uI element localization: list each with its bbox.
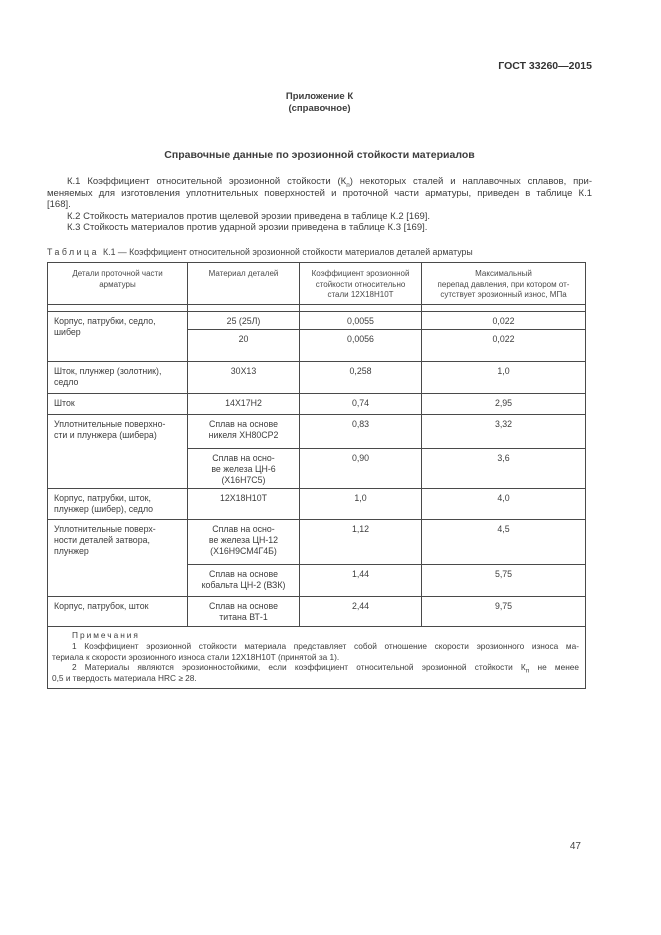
table-row: Сплав на осно- ве железа ЦН-6 (Х16Н7С5) … bbox=[48, 447, 586, 489]
appendix-heading: Приложение К (справочное) bbox=[47, 91, 592, 115]
cell-material: 20 bbox=[187, 328, 300, 362]
col-header-parts: Детали проточной части арматуры bbox=[47, 261, 188, 305]
notes-label: Примечания bbox=[72, 629, 140, 640]
intro-paragraphs: К.1 Коэффициент относительной эрозионной… bbox=[47, 176, 592, 234]
note-1-line2: териала к скорости эрозионного износа ст… bbox=[52, 651, 340, 662]
cell-part: Шток, плунжер (золотник), седло bbox=[47, 360, 188, 394]
cell-part: Корпус, патрубки, седло, шибер bbox=[47, 310, 188, 362]
cell-coefficient: 0,0056 bbox=[299, 328, 422, 362]
paragraph-k1-line3: [168]. bbox=[47, 199, 71, 211]
cell-material: Сплав на основе кобальта ЦН-2 (ВЗК) bbox=[187, 563, 300, 597]
table-notes: Примечания 1 Коэффициент эрозионной стой… bbox=[47, 625, 586, 689]
table-caption-text: К.1 — Коэффициент относительной эрозионн… bbox=[103, 246, 473, 257]
appendix-type: (справочное) bbox=[288, 103, 351, 114]
table-header-row: Детали проточной части арматуры Материал… bbox=[47, 261, 586, 305]
cell-pressure: 5,75 bbox=[421, 563, 586, 597]
note-2: 2 Материалы являются эрозионностойкими, … bbox=[52, 662, 579, 684]
cell-part: Корпус, патрубок, шток bbox=[47, 595, 188, 627]
paragraph-text: К.1 Коэффициент относительной эрозионной… bbox=[67, 176, 347, 187]
paragraph-text: ) некоторых сталей и наплавочных сплавов… bbox=[349, 176, 593, 187]
cell-material: 30Х13 bbox=[187, 360, 300, 394]
col-header-material: Материал деталей bbox=[187, 261, 300, 305]
col-header-pressure: Максимальный перепад давления, при котор… bbox=[421, 261, 586, 305]
cell-part: Шток bbox=[47, 392, 188, 415]
cell-pressure: 0,022 bbox=[421, 328, 586, 362]
cell-pressure: 2,95 bbox=[421, 392, 586, 415]
cell-part: Корпус, патрубки, шток, плунжер (шибер),… bbox=[47, 487, 188, 520]
cell-coefficient: 0,0055 bbox=[299, 310, 422, 330]
cell-pressure: 0,022 bbox=[421, 310, 586, 330]
cell-coefficient: 0,90 bbox=[299, 447, 422, 489]
cell-coefficient: 0,74 bbox=[299, 392, 422, 415]
col-header-coefficient: Коэффициент эрозионной стойкости относит… bbox=[299, 261, 422, 305]
cell-coefficient: 0,258 bbox=[299, 360, 422, 394]
doc-number: ГОСТ 33260—2015 bbox=[498, 60, 592, 72]
paragraph-k1-line2: меняемых для изготовления уплотнительных… bbox=[47, 187, 592, 199]
separator-cell bbox=[47, 303, 188, 312]
cell-pressure: 4,5 bbox=[421, 518, 586, 565]
table-row: Корпус, патрубки, седло, шибер 25 (25Л) … bbox=[47, 310, 586, 362]
cell-material: Сплав на осно- ве железа ЦН-6 (Х16Н7С5) bbox=[187, 447, 300, 489]
separator-cell bbox=[187, 303, 300, 312]
k-subscript: п bbox=[346, 181, 350, 189]
table-row: Шток 14Х17Н2 0,74 2,95 bbox=[47, 392, 586, 415]
table-k1: Детали проточной части арматуры Материал… bbox=[47, 261, 586, 689]
note-2-line1: 2 Материалы являются эрозионностойкими, … bbox=[52, 662, 580, 676]
table-caption: Таблица К.1 — Коэффициент относительной э… bbox=[47, 247, 592, 257]
cell-pressure: 3,32 bbox=[421, 413, 586, 449]
cell-coefficient: 0,83 bbox=[299, 413, 422, 449]
separator-cell bbox=[299, 303, 422, 312]
note-text: не менее bbox=[529, 662, 580, 673]
paragraph-k2: К.2 Стойкость материалов против щелевой … bbox=[67, 210, 431, 222]
note-1-line1: 1 Коэффициент эрозионной стойкости матер… bbox=[72, 640, 579, 651]
cell-coefficient: 1,0 bbox=[299, 487, 422, 520]
page-number: 47 bbox=[569, 841, 581, 852]
header-separator-row bbox=[47, 303, 586, 312]
paragraph-k3: К.3 Стойкость материалов против ударной … bbox=[67, 222, 428, 234]
cell-pressure: 9,75 bbox=[421, 595, 586, 627]
appendix-label: Приложение К bbox=[285, 91, 354, 102]
cell-material: Сплав на основе никеля ХН80СР2 bbox=[187, 413, 300, 449]
cell-material: Сплав на осно- ве железа ЦН-12 (Х16Н9СМ4… bbox=[187, 518, 300, 565]
table-row: Корпус, патрубки, шток, плунжер (шибер),… bbox=[47, 487, 586, 520]
cell-pressure: 4,0 bbox=[421, 487, 586, 520]
cell-pressure: 1,0 bbox=[421, 360, 586, 394]
table-row: Корпус, патрубок, шток Сплав на основе т… bbox=[47, 595, 586, 627]
note-1: 1 Коэффициент эрозионной стойкости матер… bbox=[52, 641, 579, 663]
table-row: 20 0,0056 0,022 bbox=[48, 328, 586, 362]
table-caption-word: Таблица bbox=[47, 246, 99, 257]
table-row: Уплотнительные поверх- ности деталей зат… bbox=[47, 518, 586, 597]
cell-coefficient: 1,12 bbox=[299, 518, 422, 565]
separator-cell bbox=[421, 303, 586, 312]
cell-material: 14Х17Н2 bbox=[187, 392, 300, 415]
cell-material: 25 (25Л) bbox=[187, 310, 300, 330]
note-2-line2: 0,5 и твердость материала HRC ≥ 28. bbox=[52, 673, 197, 684]
table-row: Сплав на основе кобальта ЦН-2 (ВЗК) 1,44… bbox=[48, 563, 586, 597]
table-row: Уплотнительные поверхно- сти и плунжера … bbox=[47, 413, 586, 489]
cell-pressure: 3,6 bbox=[421, 447, 586, 489]
cell-part: Уплотнительные поверх- ности деталей зат… bbox=[47, 518, 188, 597]
page-content: ГОСТ 33260—2015 Приложение К (справочное… bbox=[47, 0, 592, 689]
cell-material: Сплав на основе титана ВТ-1 bbox=[187, 595, 300, 627]
cell-coefficient: 2,44 bbox=[299, 595, 422, 627]
cell-material: 12Х18Н10Т bbox=[187, 487, 300, 520]
page-title: Справочные данные по эрозионной стойкост… bbox=[164, 149, 475, 161]
cell-coefficient: 1,44 bbox=[299, 563, 422, 597]
table-row: Шток, плунжер (золотник), седло 30Х13 0,… bbox=[47, 360, 586, 394]
table-notes-row: Примечания 1 Коэффициент эрозионной стой… bbox=[47, 625, 586, 689]
cell-part: Уплотнительные поверхно- сти и плунжера … bbox=[47, 413, 188, 489]
note-text: 2 Материалы являются эрозионностойкими, … bbox=[72, 662, 526, 673]
k-subscript: п bbox=[525, 668, 530, 676]
paragraph-k1-line1: К.1 Коэффициент относительной эрозионной… bbox=[47, 176, 593, 189]
